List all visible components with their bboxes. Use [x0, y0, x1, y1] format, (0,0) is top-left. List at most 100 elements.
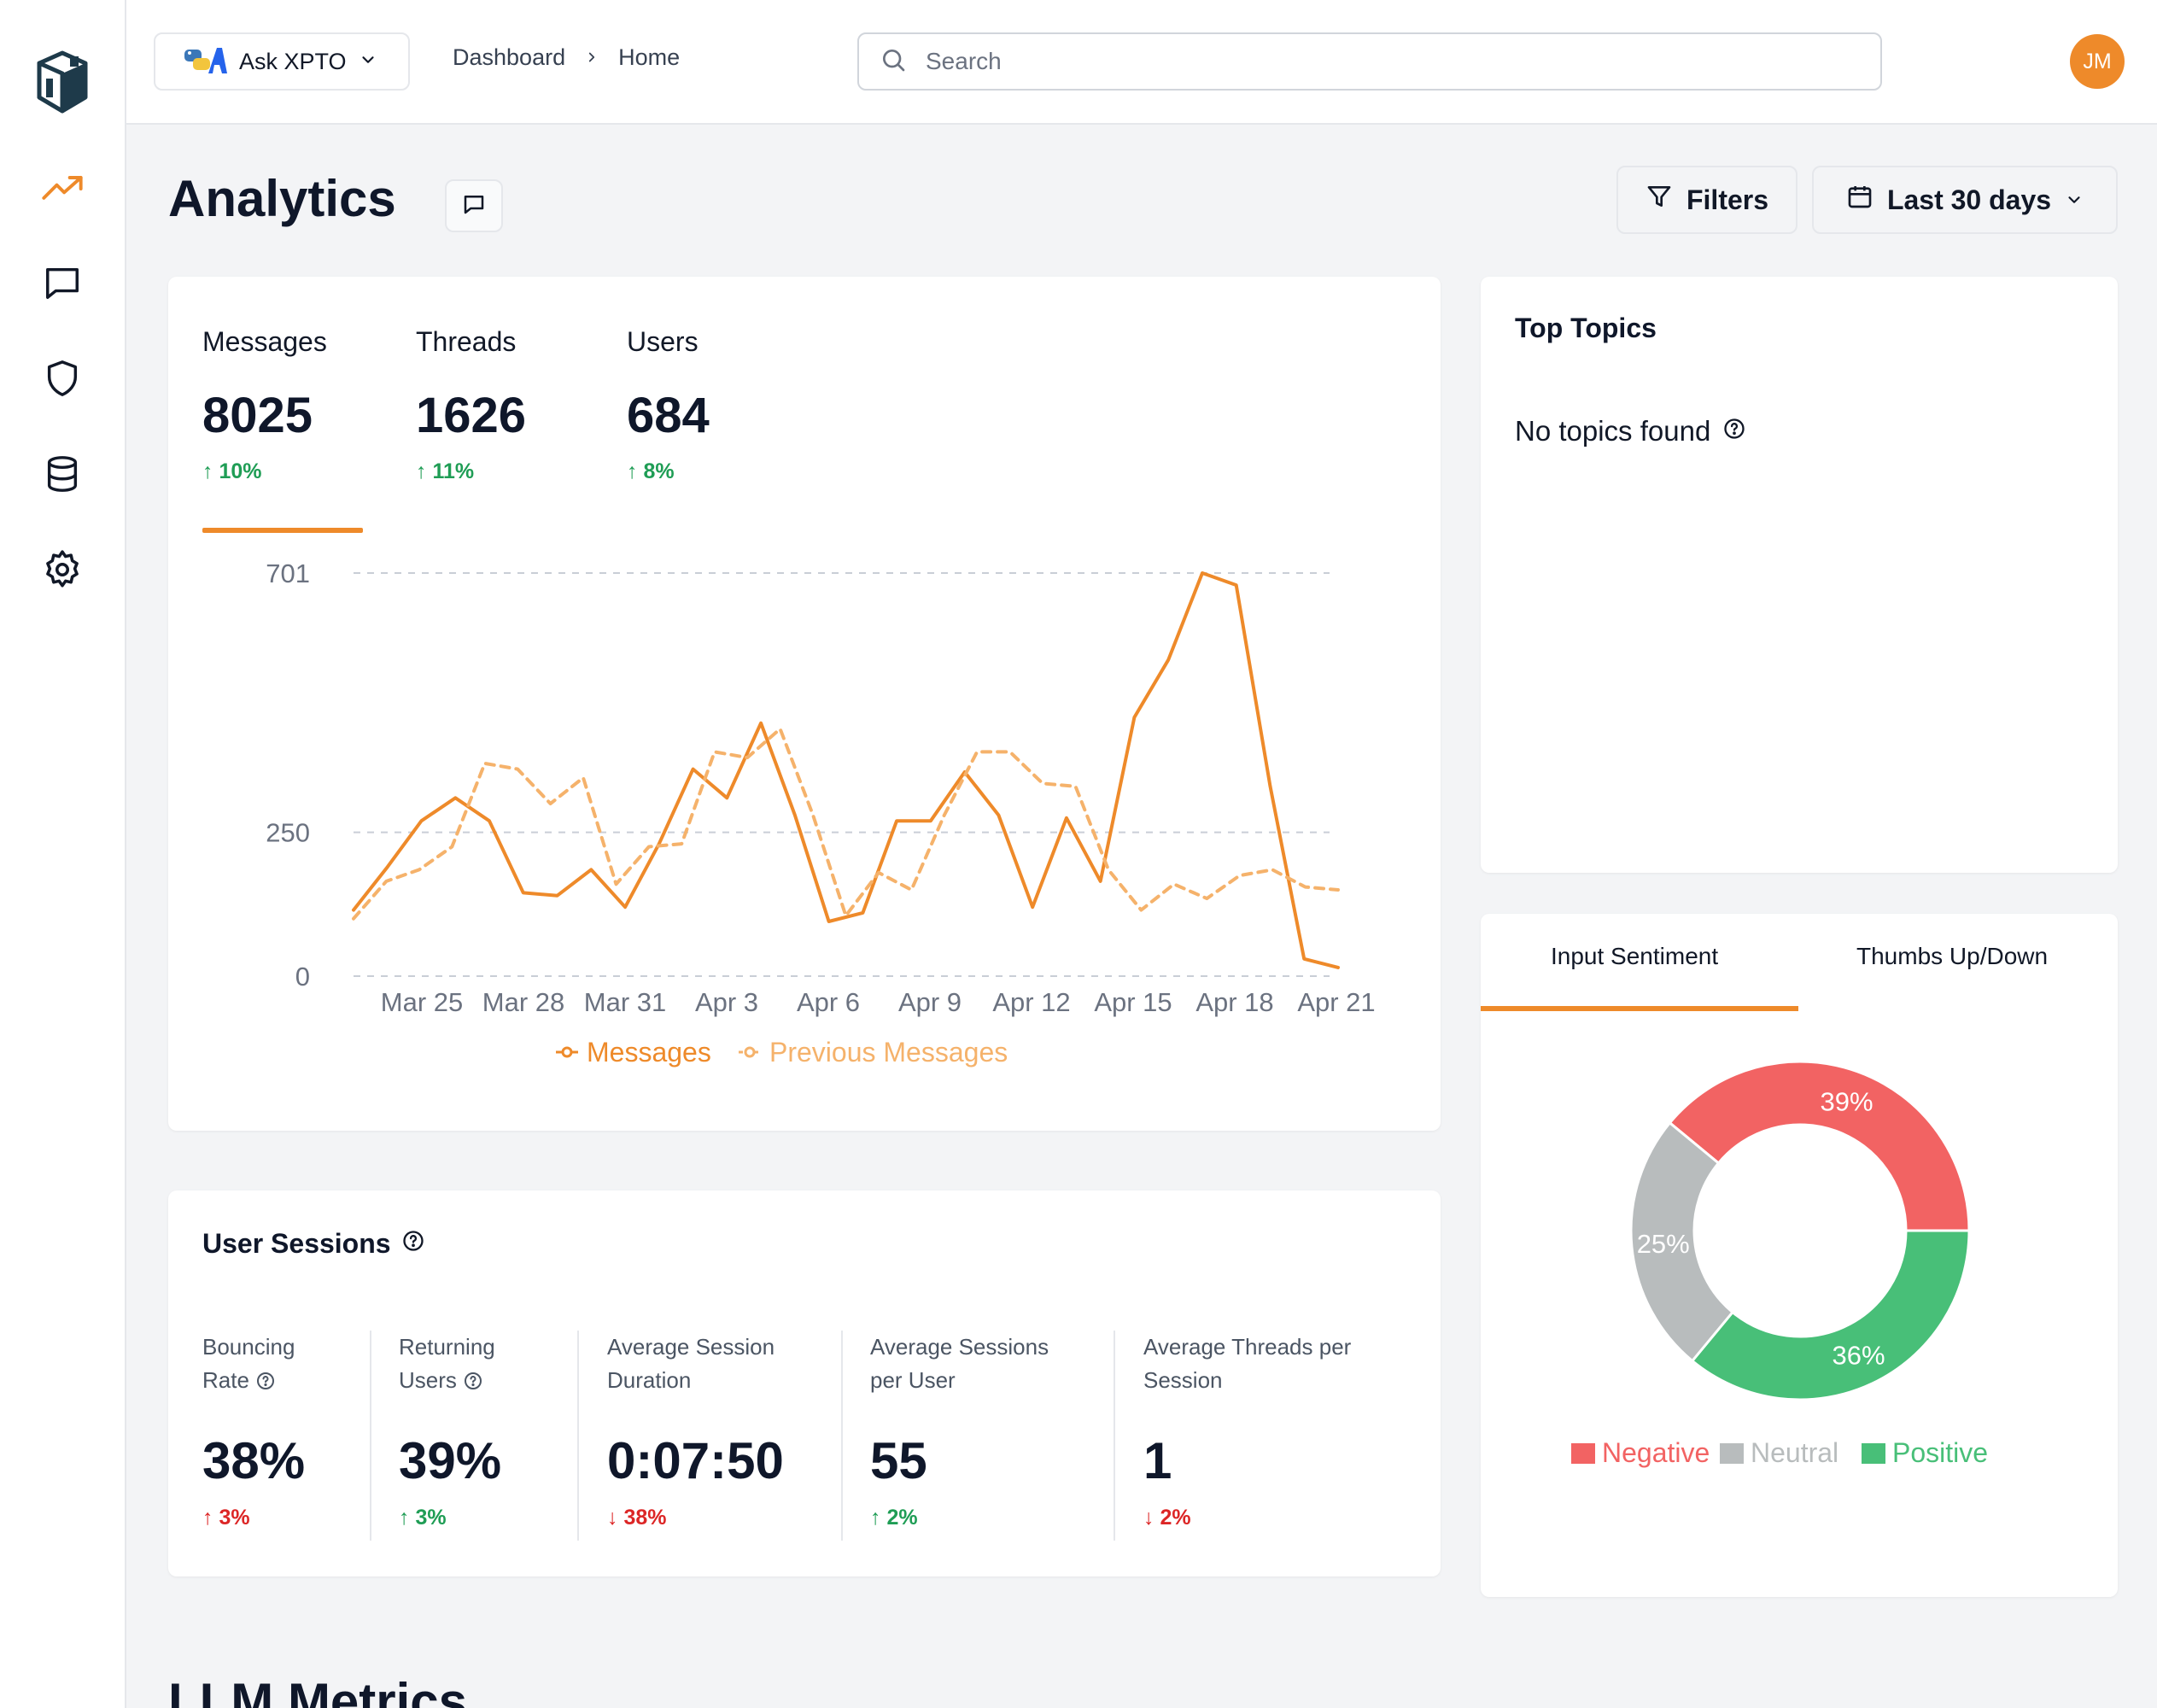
- stat-value: 55: [870, 1432, 927, 1489]
- series-line-previous-messages: [352, 727, 1340, 921]
- legend-label: Messages: [587, 1037, 711, 1068]
- stat-label-line: Session: [1143, 1367, 1223, 1393]
- stat-label-text: Users: [399, 1367, 457, 1393]
- legend-item[interactable]: Messages: [556, 1037, 711, 1068]
- user-avatar[interactable]: JM: [2070, 34, 2125, 89]
- search-box: [857, 32, 1882, 91]
- page-title: Analytics: [168, 170, 396, 227]
- slice-label: 25%: [1637, 1229, 1690, 1259]
- metric-value: 684: [627, 388, 710, 443]
- legend-marker: [744, 1046, 756, 1058]
- slice-label: 36%: [1833, 1341, 1885, 1371]
- no-topics-message: No topics found: [1515, 415, 1746, 447]
- x-tick-label: Apr 18: [1195, 987, 1273, 1017]
- stat-delta: ↓ 38%: [607, 1506, 784, 1530]
- x-tick-label: Apr 3: [695, 987, 758, 1017]
- legend-item[interactable]: Neutral: [1720, 1437, 1838, 1468]
- arrow-up-icon: ↑: [627, 459, 638, 483]
- stat-delta: ↑ 3%: [202, 1506, 305, 1530]
- stat-delta-value: 2%: [886, 1506, 918, 1530]
- y-tick-label: 701: [266, 559, 310, 588]
- stat-delta: ↑ 3%: [399, 1506, 501, 1530]
- stat-divider: [370, 1331, 371, 1541]
- stat-delta-value: 3%: [219, 1506, 250, 1530]
- stat-value: 39%: [399, 1432, 502, 1489]
- sentiment-card: Input Sentiment Thumbs Up/Down 39% 36% 25%…: [1481, 914, 2118, 1597]
- slice-positive: [1690, 1229, 1971, 1401]
- breadcrumb: Dashboard Home: [453, 44, 680, 71]
- top-topics-title: Top Topics: [1515, 313, 1657, 343]
- database-icon[interactable]: [38, 449, 87, 499]
- app-name: Ask XPTO: [239, 48, 347, 74]
- slice-label: 39%: [1821, 1087, 1873, 1117]
- settings-gear-icon[interactable]: [38, 545, 87, 594]
- breadcrumb-home[interactable]: Home: [618, 44, 681, 70]
- series-line-messages: [352, 571, 1340, 969]
- metric-delta-value: 8%: [643, 459, 675, 483]
- python-app-icon: [183, 44, 227, 79]
- analytics-trend-icon[interactable]: [38, 164, 87, 214]
- stat-label: Average Session Duration: [607, 1331, 784, 1413]
- x-tick-label: Mar 31: [584, 987, 666, 1017]
- x-tick-label: Apr 12: [992, 987, 1070, 1017]
- metric-value: 1626: [416, 388, 527, 443]
- legend-label: Previous Messages: [769, 1037, 1008, 1068]
- tab-thumbs-up-down[interactable]: Thumbs Up/Down: [1856, 943, 2049, 969]
- metric-users[interactable]: Users 684 ↑ 8%: [627, 326, 710, 484]
- arrow-down-icon: ↓: [607, 1506, 618, 1530]
- metric-label: Messages: [202, 326, 327, 357]
- legend-item[interactable]: Positive: [1862, 1437, 1988, 1468]
- search-input[interactable]: [926, 48, 1865, 75]
- top-topics-card: Top Topics No topics found: [1481, 277, 2118, 873]
- sentiment-donut-chart: 39% 36% 25% Negative Neutral Positive: [1571, 1060, 1988, 1468]
- stat-delta: ↓ 2%: [1143, 1506, 1351, 1530]
- stat-returning-users: Returning Users 39% ↑ 3%: [399, 1331, 501, 1530]
- stat-divider: [577, 1331, 579, 1541]
- slice-neutral: [1629, 1120, 1735, 1363]
- filters-button[interactable]: Filters: [1616, 166, 1798, 234]
- metric-messages[interactable]: Messages 8025 ↑ 10%: [202, 326, 327, 484]
- stat-bouncing-rate: Bouncing Rate 38% ↑ 3%: [202, 1331, 305, 1530]
- tab-input-sentiment[interactable]: Input Sentiment: [1551, 943, 1719, 969]
- chat-icon[interactable]: [38, 258, 87, 307]
- help-circle-icon[interactable]: [401, 1228, 425, 1260]
- x-tick-label: Mar 28: [482, 987, 564, 1017]
- stat-label: Bouncing Rate: [202, 1331, 305, 1413]
- shield-icon[interactable]: [38, 354, 87, 403]
- metric-label: Threads: [416, 326, 517, 357]
- help-circle-icon[interactable]: [255, 1367, 276, 1393]
- app-switcher-button[interactable]: Ask XPTO: [154, 32, 410, 91]
- metric-threads[interactable]: Threads 1626 ↑ 11%: [416, 326, 526, 484]
- stat-value: 38%: [202, 1432, 306, 1489]
- legend-item[interactable]: Previous Messages: [739, 1037, 1008, 1068]
- user-sessions-title-text: User Sessions: [202, 1228, 391, 1259]
- stat-label-text: Rate: [202, 1367, 249, 1393]
- legend-swatch: [1720, 1443, 1744, 1464]
- active-tab-indicator: [1481, 1006, 1798, 1011]
- messages-line-chart: 0 250 701 Mar 25 Mar 28 Mar 31 Apr 3 Apr 6 Apr 9…: [266, 559, 1375, 1068]
- x-tick-label: Apr 9: [898, 987, 962, 1017]
- stat-label-line: Users: [399, 1364, 501, 1397]
- legend-label: Positive: [1892, 1437, 1988, 1468]
- arrow-down-icon: ↓: [1143, 1506, 1154, 1530]
- user-sessions-card: User Sessions Bouncing Rate 38% ↑ 3% Ret…: [168, 1190, 1441, 1576]
- slice-negative: [1668, 1060, 1971, 1232]
- stat-label-line: Average Sessions: [870, 1334, 1049, 1360]
- legend-item[interactable]: Negative: [1571, 1437, 1710, 1468]
- help-circle-icon[interactable]: [463, 1367, 483, 1393]
- stat-label-line: Duration: [607, 1367, 692, 1393]
- arrow-up-icon: ↑: [416, 459, 427, 483]
- metric-delta: ↑ 10%: [202, 459, 327, 484]
- brand-logo-icon[interactable]: [34, 48, 91, 116]
- no-topics-text: No topics found: [1515, 415, 1711, 447]
- help-circle-icon[interactable]: [1722, 415, 1746, 447]
- active-metric-indicator: [202, 528, 363, 533]
- stat-delta-value: 3%: [415, 1506, 447, 1530]
- stat-value: 1: [1143, 1432, 1172, 1489]
- chevron-right-icon: [584, 44, 599, 71]
- comment-button[interactable]: [445, 179, 503, 232]
- date-range-dropdown[interactable]: Last 30 days: [1812, 166, 2118, 234]
- x-tick-label: Apr 21: [1297, 987, 1375, 1017]
- stat-avg-session-duration: Average Session Duration 0:07:50 ↓ 38%: [607, 1331, 784, 1530]
- breadcrumb-dashboard[interactable]: Dashboard: [453, 44, 566, 70]
